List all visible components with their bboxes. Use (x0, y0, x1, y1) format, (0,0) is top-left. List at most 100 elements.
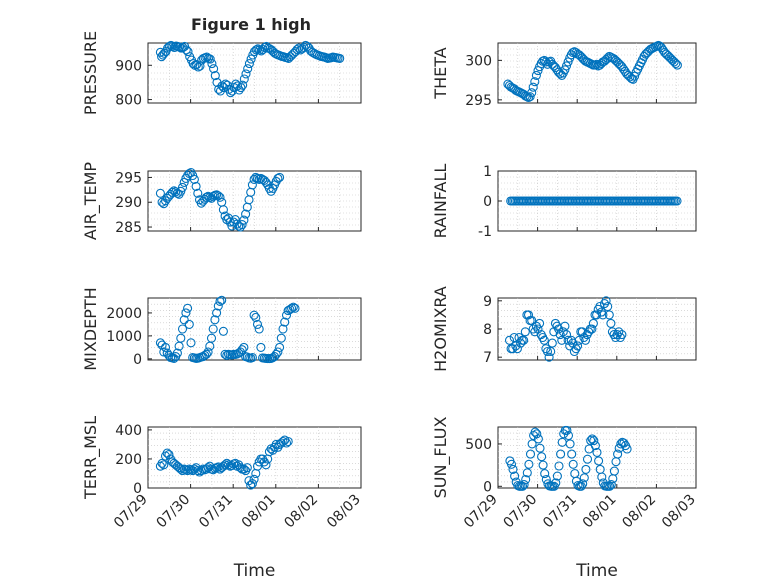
data-point (201, 349, 211, 359)
y-tick-label: 8 (483, 322, 492, 338)
data-point (524, 459, 534, 469)
data-point (612, 57, 622, 67)
data-point (510, 471, 520, 481)
y-tick-label: 500 (465, 437, 492, 453)
data-point (532, 429, 542, 439)
data-point (568, 459, 578, 469)
data-point (517, 88, 527, 99)
data-point (668, 55, 678, 65)
data-point (556, 449, 566, 459)
data-point (594, 456, 604, 466)
data-point (527, 88, 537, 98)
data-point (290, 303, 300, 313)
data-point (617, 62, 627, 72)
data-point (195, 61, 205, 71)
data-point (203, 347, 213, 357)
x-tick-label: 07/29 (461, 492, 501, 532)
data-point (576, 51, 586, 61)
data-point (181, 308, 191, 318)
data-point (661, 49, 671, 59)
data-point (533, 324, 543, 334)
data-point (168, 41, 178, 51)
data-point (261, 460, 271, 470)
data-point (268, 353, 278, 363)
data-point (241, 69, 251, 79)
data-point (617, 437, 627, 447)
data-point (193, 466, 203, 476)
data-point (656, 43, 667, 53)
data-point (535, 443, 545, 453)
data-point (159, 460, 169, 470)
data-point (663, 51, 673, 61)
data-point (244, 59, 254, 69)
data-point (266, 45, 277, 55)
data-point (214, 84, 224, 94)
data-point (287, 303, 297, 313)
data-point (614, 327, 624, 337)
data-point (597, 472, 607, 482)
data-point (592, 447, 602, 457)
data-point (573, 341, 583, 351)
data-point (551, 478, 561, 488)
y-tick-label: 2000 (106, 306, 142, 322)
y-tick-label: 1000 (106, 329, 142, 345)
data-point (201, 192, 211, 202)
data-point (155, 47, 165, 57)
y-axis-label: THETA (431, 47, 450, 99)
y-axis-label: AIR_TEMP (81, 162, 101, 240)
y-axis-label: PRESSURE (81, 31, 100, 115)
data-point (223, 460, 234, 470)
data-point (218, 326, 228, 336)
data-point (519, 335, 529, 345)
data-point (164, 450, 174, 460)
x-tick-label: 07/29 (111, 492, 151, 532)
data-point (247, 479, 257, 489)
data-point (335, 53, 345, 63)
data-point (514, 332, 524, 343)
y-axis-label: MIXDEPTH (81, 287, 100, 370)
y-tick-label: 9 (483, 294, 492, 310)
data-point (521, 474, 531, 485)
data-point (587, 324, 597, 334)
data-point (588, 318, 598, 328)
data-point (613, 449, 623, 459)
data-point (504, 81, 515, 91)
y-tick-label: 0 (483, 479, 492, 495)
data-point (193, 188, 203, 198)
y-axis-label: H2OMIXRA (431, 286, 450, 372)
data-point (617, 330, 627, 340)
data-point (558, 327, 568, 337)
data-point (586, 436, 596, 446)
data-point (218, 205, 228, 215)
data-point (238, 80, 248, 90)
data-point (213, 462, 223, 472)
data-point (284, 53, 294, 63)
data-point (167, 187, 177, 197)
y-tick-label: 0 (483, 194, 492, 210)
data-point (611, 55, 621, 65)
data-point (669, 57, 679, 67)
data-point (157, 458, 167, 468)
data-point (605, 481, 615, 491)
axes-h2omixra: 7 8 9 H2OMIXRA (431, 286, 697, 372)
x-axis-label: Time (233, 561, 276, 581)
data-point (200, 350, 210, 360)
data-point (601, 296, 611, 306)
data-point (508, 464, 518, 474)
data-point (547, 338, 557, 348)
data-point (557, 335, 567, 345)
data-point (247, 180, 257, 190)
data-point (672, 60, 682, 70)
axes-theta: 295 300 THETA (431, 40, 697, 109)
data-point (210, 71, 220, 81)
y-tick-label: 200 (115, 452, 142, 468)
data-point (189, 174, 199, 184)
axes-mixdepth: 0 1000 2000 MIXDEPTH (81, 287, 362, 371)
data-point (671, 58, 681, 69)
data-point (537, 452, 547, 462)
data-point (554, 461, 564, 471)
data-point (206, 333, 217, 343)
data-point (603, 301, 613, 312)
